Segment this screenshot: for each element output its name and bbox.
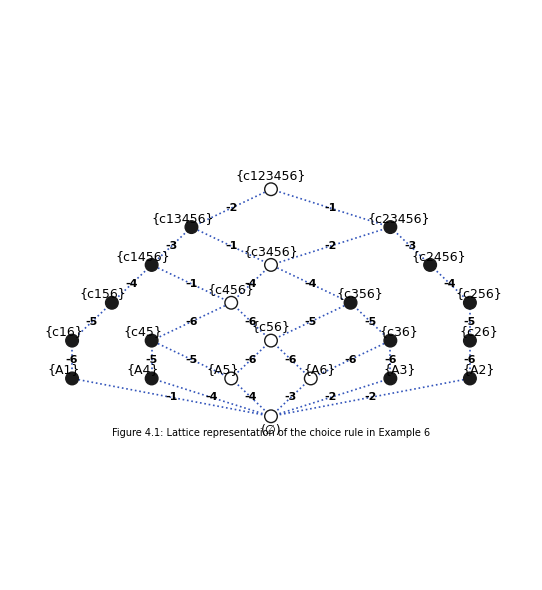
Text: {с356}: {с356} [336,287,383,300]
Circle shape [463,335,476,347]
Text: -1: -1 [225,241,237,251]
Text: -4: -4 [305,279,317,289]
Text: {с45}: {с45} [124,325,163,339]
Text: -6: -6 [185,317,198,327]
Circle shape [66,335,79,347]
Title: Figure 4.1: Lattice representation of the choice rule in Example 6: Figure 4.1: Lattice representation of th… [112,428,430,438]
Circle shape [384,335,397,347]
Circle shape [106,296,118,309]
Text: -5: -5 [185,355,198,365]
Text: {с13456}: {с13456} [151,212,214,225]
Circle shape [384,372,397,385]
Text: {с56}: {с56} [251,320,291,333]
Text: -5: -5 [364,317,377,327]
Text: -2: -2 [325,241,337,251]
Text: {с2456}: {с2456} [411,250,466,263]
Text: -4: -4 [245,279,257,289]
Circle shape [225,372,237,385]
Circle shape [305,372,317,385]
Text: {с3456}: {с3456} [244,245,298,258]
Text: -1: -1 [185,279,198,289]
Text: -5: -5 [464,317,476,327]
Text: {с456}: {с456} [208,283,255,296]
Text: -4: -4 [205,392,217,402]
Text: -4: -4 [444,279,456,289]
Text: {A5}: {A5} [207,363,238,376]
Circle shape [424,258,436,271]
Circle shape [344,296,357,309]
Text: -5: -5 [305,317,317,327]
Text: -2: -2 [225,203,237,213]
Text: -6: -6 [384,355,397,365]
Text: -6: -6 [344,355,357,365]
Text: -3: -3 [285,392,297,402]
Text: {с36}: {с36} [380,325,418,339]
Text: -4: -4 [126,279,138,289]
Text: {с156}: {с156} [80,287,126,300]
Text: {A2}: {A2} [462,363,495,376]
Circle shape [264,258,278,271]
Circle shape [145,258,158,271]
Circle shape [145,335,158,347]
Text: -3: -3 [404,241,416,251]
Text: {A3}: {A3} [383,363,415,376]
Circle shape [66,372,79,385]
Circle shape [264,183,278,195]
Text: -4: -4 [245,392,257,402]
Text: {с26}: {с26} [459,325,498,339]
Circle shape [264,410,278,422]
Text: -6: -6 [463,355,476,365]
Text: -2: -2 [325,392,337,402]
Text: {с1456}: {с1456} [115,250,170,263]
Text: {с16}: {с16} [44,325,83,339]
Circle shape [463,296,476,309]
Text: -6: -6 [245,317,257,327]
Circle shape [264,335,278,347]
Text: -1: -1 [165,392,178,402]
Text: {с256}: {с256} [455,287,502,300]
Text: -3: -3 [165,241,178,251]
Text: (∅): (∅) [261,424,281,437]
Circle shape [225,296,237,309]
Circle shape [384,221,397,234]
Text: -6: -6 [66,355,79,365]
Circle shape [185,221,198,234]
Circle shape [463,372,476,385]
Text: -5: -5 [86,317,98,327]
Text: -1: -1 [325,203,337,213]
Text: -5: -5 [146,355,158,365]
Circle shape [145,372,158,385]
Text: {A4}: {A4} [127,363,159,376]
Text: {с23456}: {с23456} [368,212,430,225]
Text: {A1}: {A1} [47,363,80,376]
Text: -2: -2 [364,392,377,402]
Text: -6: -6 [245,355,257,365]
Text: -6: -6 [285,355,297,365]
Text: {A6}: {A6} [304,363,335,376]
Text: {с123456}: {с123456} [236,169,306,182]
